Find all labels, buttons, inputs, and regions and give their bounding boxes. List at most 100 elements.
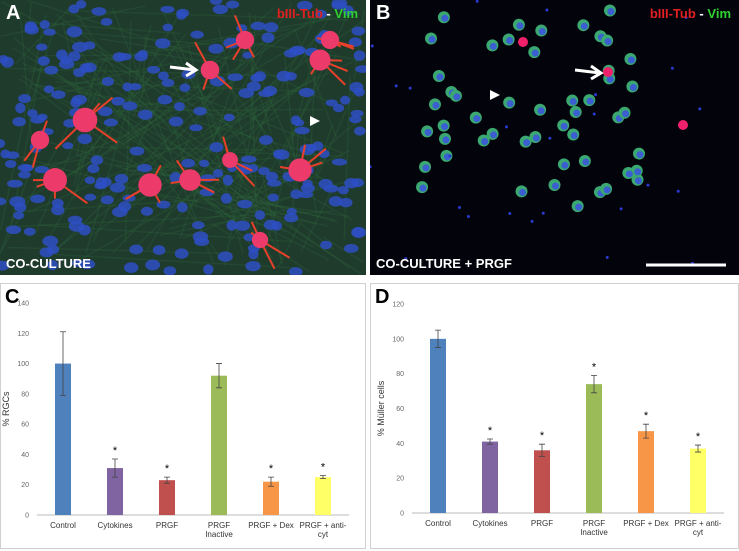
nucleus bbox=[37, 56, 50, 66]
fiber bbox=[250, 73, 321, 120]
nucleus bbox=[355, 65, 366, 73]
x-tick-label: PRGF bbox=[155, 521, 179, 530]
speck bbox=[370, 44, 374, 48]
cell-nucleus bbox=[490, 131, 498, 139]
fiber bbox=[99, 38, 245, 62]
nucleus bbox=[101, 177, 112, 187]
nucleus bbox=[325, 99, 338, 107]
neuron bbox=[222, 152, 238, 168]
fiber bbox=[127, 111, 183, 137]
fiber bbox=[162, 45, 244, 144]
cell-nucleus bbox=[428, 35, 436, 43]
x-tick-label: PRGF + Dex bbox=[623, 519, 669, 528]
nucleus bbox=[199, 159, 210, 168]
nucleus bbox=[97, 106, 113, 117]
fiber bbox=[72, 94, 131, 177]
stain: bIII-Tub bbox=[649, 6, 696, 21]
y-tick-label: 20 bbox=[21, 482, 29, 489]
nucleus bbox=[189, 124, 203, 132]
speck bbox=[698, 107, 702, 111]
chart-panel: 0 20 40 60 80 100 120 * * * * * % Müller cells D Contr… bbox=[370, 283, 739, 549]
nucleus bbox=[73, 67, 86, 78]
fiber bbox=[146, 2, 293, 251]
nucleus bbox=[300, 183, 315, 193]
y-tick-label: 0 bbox=[25, 513, 29, 520]
nucleus bbox=[250, 21, 266, 31]
nucleus bbox=[298, 87, 315, 98]
nucleus bbox=[43, 28, 56, 36]
nucleus bbox=[271, 220, 283, 231]
nucleus bbox=[160, 5, 175, 14]
stain: Vim bbox=[707, 6, 731, 21]
nucleus bbox=[220, 193, 232, 204]
nucleus bbox=[203, 264, 214, 275]
nucleus bbox=[245, 261, 261, 272]
nucleus bbox=[169, 172, 182, 184]
nucleus bbox=[51, 90, 66, 99]
nucleus bbox=[140, 206, 153, 216]
nucleus bbox=[181, 158, 196, 168]
nucleus bbox=[288, 46, 305, 56]
y-tick-label: 40 bbox=[396, 441, 404, 448]
nucleus bbox=[44, 65, 59, 75]
nucleus bbox=[163, 266, 177, 275]
speck bbox=[684, 15, 688, 19]
fiber bbox=[181, 36, 237, 154]
neuron bbox=[30, 130, 50, 150]
cell-nucleus bbox=[607, 8, 615, 16]
significance: * bbox=[269, 463, 274, 475]
cell-nucleus bbox=[570, 131, 578, 139]
nucleus bbox=[12, 117, 26, 127]
speck bbox=[592, 112, 596, 116]
fiber bbox=[23, 46, 295, 201]
micrograph: B bIII-Tub - Vim CO-CULTURE + PRGF bbox=[370, 0, 739, 275]
fiber bbox=[277, 223, 301, 268]
y-tick-label: 120 bbox=[392, 302, 404, 309]
bar bbox=[211, 375, 227, 515]
cell-nucleus bbox=[538, 28, 546, 36]
nucleus bbox=[261, 32, 275, 43]
cell-nucleus bbox=[531, 49, 539, 57]
cell-nucleus bbox=[573, 109, 581, 117]
cell-nucleus bbox=[442, 136, 450, 144]
y-tick-label: 60 bbox=[21, 422, 29, 429]
nucleus bbox=[79, 259, 96, 270]
nucleus bbox=[37, 113, 48, 121]
nucleus bbox=[15, 102, 26, 114]
micrograph-image bbox=[0, 0, 366, 275]
nucleus bbox=[337, 185, 349, 195]
stain-legend: bIII-Tub - Vim bbox=[650, 6, 731, 21]
arrow bbox=[574, 64, 604, 81]
fiber bbox=[259, 202, 350, 218]
fiber bbox=[205, 99, 278, 141]
speck bbox=[466, 215, 470, 219]
cell-nucleus bbox=[625, 170, 633, 178]
nucleus bbox=[242, 51, 253, 59]
neuron bbox=[288, 158, 312, 182]
cell-nucleus bbox=[473, 115, 481, 123]
nucleus bbox=[30, 194, 46, 204]
panel-label: C bbox=[5, 286, 20, 308]
nucleus bbox=[129, 146, 145, 156]
fiber bbox=[227, 84, 279, 209]
nucleus bbox=[71, 94, 87, 105]
micrograph: A bIII-Tub - Vim CO-CULTURE bbox=[0, 0, 366, 275]
nucleus bbox=[212, 168, 224, 178]
nucleus bbox=[100, 18, 113, 26]
arrow bbox=[169, 61, 199, 78]
nucleus bbox=[90, 155, 104, 166]
nucleus bbox=[75, 0, 87, 9]
speck bbox=[475, 0, 479, 3]
nucleus bbox=[177, 202, 188, 213]
cell-nucleus bbox=[481, 138, 489, 146]
bar bbox=[263, 481, 279, 515]
fiber bbox=[132, 77, 150, 117]
neuron bbox=[43, 168, 67, 192]
y-tick-label: 20 bbox=[396, 476, 404, 483]
y-tick-label: 0 bbox=[400, 511, 404, 518]
nucleus bbox=[23, 227, 36, 236]
error-bar bbox=[643, 423, 649, 439]
speck bbox=[457, 206, 461, 210]
nucleus bbox=[352, 226, 364, 238]
separator: - bbox=[326, 6, 331, 21]
